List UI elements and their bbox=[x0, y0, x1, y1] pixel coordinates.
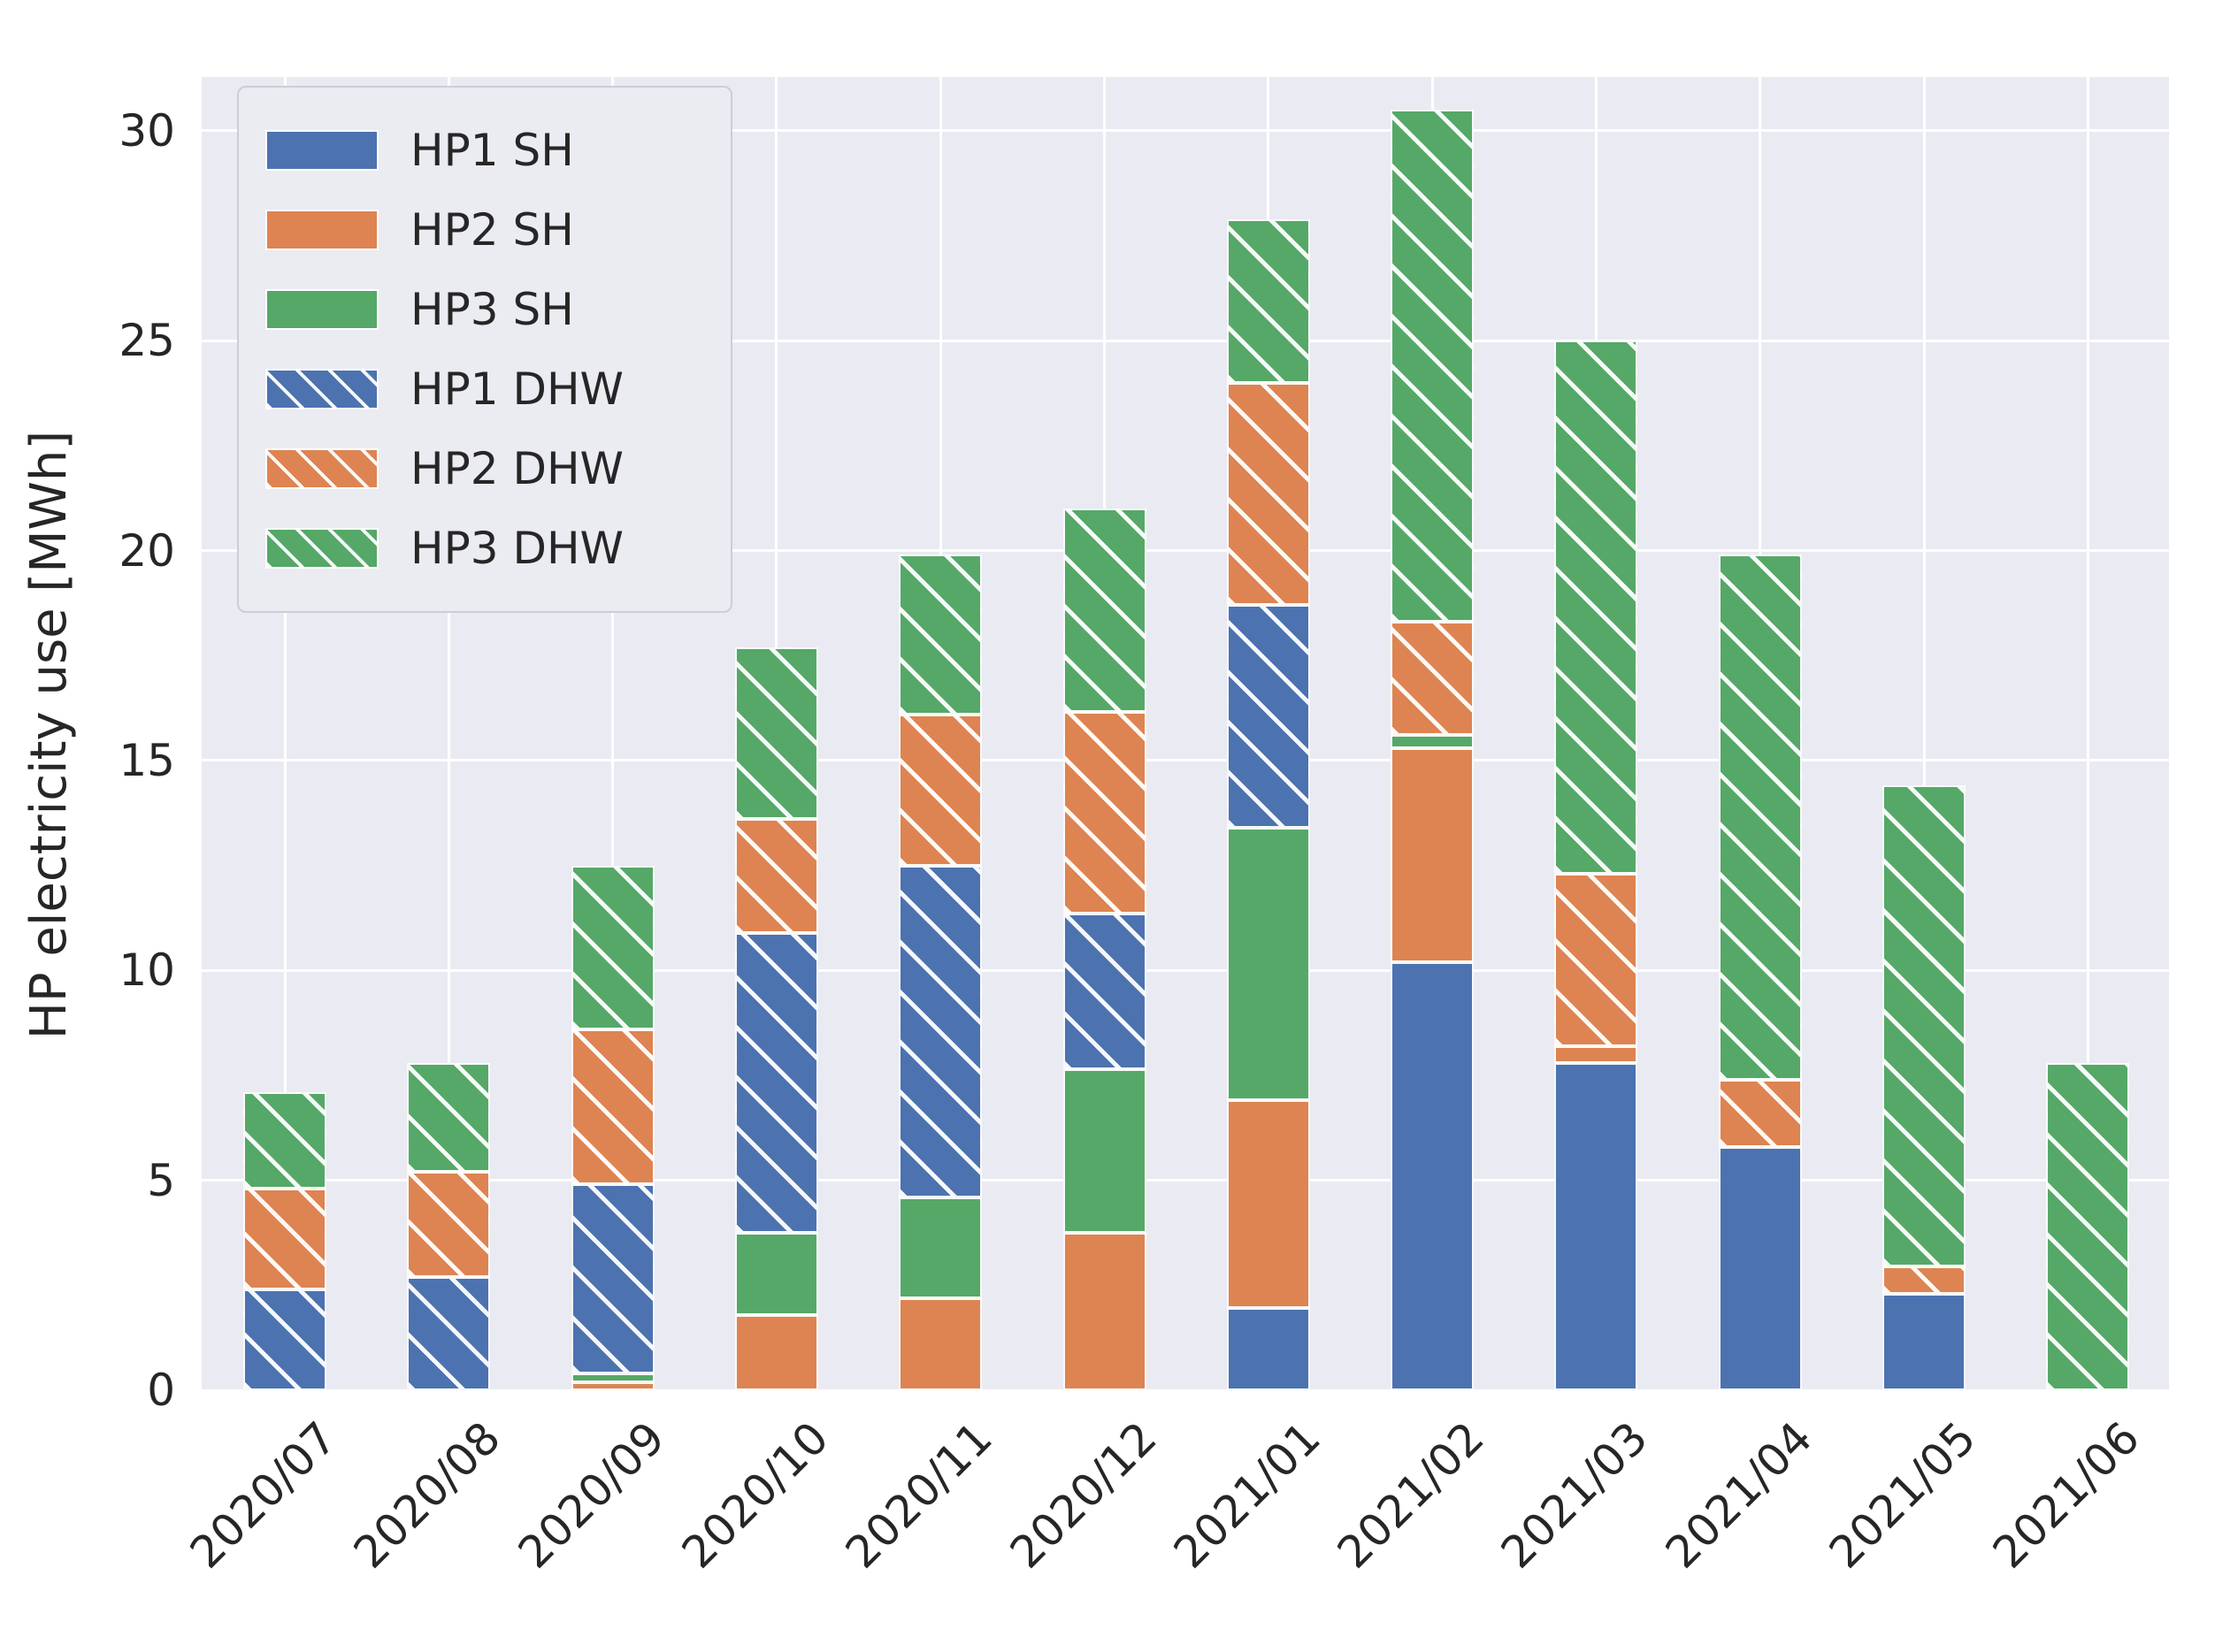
y-tick-label: 15 bbox=[119, 734, 175, 786]
bar-segment-hp3-sh bbox=[1226, 827, 1310, 1101]
bar-segment-hp3-sh bbox=[899, 1197, 983, 1298]
bar-segment-hp3-dhw bbox=[734, 646, 818, 820]
gridline-vertical bbox=[447, 77, 450, 1390]
bar-segment-hp3-dhw bbox=[2046, 1062, 2130, 1390]
bar-segment-hp2-sh bbox=[1062, 1233, 1146, 1390]
legend-item: HP1 SH bbox=[265, 111, 704, 190]
bar-segment-hp1-dhw bbox=[1226, 605, 1310, 828]
legend-item: HP1 DHW bbox=[265, 349, 704, 429]
legend-swatch-hp1-sh bbox=[265, 130, 379, 171]
bar-segment-hp3-dhw bbox=[1554, 340, 1638, 875]
y-tick-label: 30 bbox=[119, 104, 175, 157]
bar-segment-hp3-dhw bbox=[1718, 554, 1802, 1080]
bar-segment-hp3-dhw bbox=[571, 865, 655, 1029]
bar-segment-hp3-dhw bbox=[1882, 785, 1966, 1266]
bar-segment-hp3-dhw bbox=[1226, 218, 1310, 383]
bar-segment-hp2-sh bbox=[734, 1314, 818, 1390]
bar-segment-hp1-dhw bbox=[243, 1289, 326, 1390]
gridline-vertical bbox=[1922, 77, 1926, 1390]
bar-segment-hp1-dhw bbox=[899, 865, 983, 1197]
bar-segment-hp1-dhw bbox=[734, 932, 818, 1233]
gridline-horizontal bbox=[202, 339, 2169, 342]
bar-segment-hp2-dhw bbox=[243, 1189, 326, 1290]
plot-area bbox=[202, 77, 2169, 1392]
legend-item: HP3 SH bbox=[265, 270, 704, 349]
y-tick-label: 5 bbox=[147, 1154, 175, 1206]
gridline-vertical bbox=[611, 77, 615, 1390]
bar-segment-hp1-sh bbox=[1554, 1062, 1638, 1390]
legend-label: HP1 DHW bbox=[410, 363, 624, 415]
bar-segment-hp3-sh bbox=[571, 1373, 655, 1382]
gridline-horizontal bbox=[202, 1388, 2169, 1392]
bar-segment-hp2-sh bbox=[1226, 1100, 1310, 1309]
bar-segment-hp2-dhw bbox=[734, 819, 818, 933]
bar-segment-hp1-sh bbox=[1882, 1293, 1966, 1390]
bar-segment-hp3-dhw bbox=[1062, 509, 1146, 713]
y-tick-label: 0 bbox=[147, 1365, 175, 1416]
bar-segment-hp2-dhw bbox=[1554, 874, 1638, 1046]
gridline-horizontal bbox=[202, 549, 2169, 553]
gridline-horizontal bbox=[202, 968, 2169, 972]
bar-segment-hp2-sh bbox=[571, 1381, 655, 1390]
legend-item: HP2 SH bbox=[265, 190, 704, 270]
gridline-horizontal bbox=[202, 1179, 2169, 1182]
bar-segment-hp3-dhw bbox=[407, 1062, 491, 1173]
bar-segment-hp2-dhw bbox=[899, 714, 983, 866]
bar-segment-hp3-dhw bbox=[899, 554, 983, 715]
y-tick-label: 20 bbox=[119, 524, 175, 577]
bar-segment-hp3-dhw bbox=[243, 1091, 326, 1189]
bar-segment-hp2-dhw bbox=[1391, 622, 1475, 736]
bar-segment-hp2-sh bbox=[1554, 1045, 1638, 1063]
bar-segment-hp1-sh bbox=[1226, 1308, 1310, 1390]
bar-segment-hp2-dhw bbox=[571, 1029, 655, 1185]
bar-segment-hp2-sh bbox=[1391, 747, 1475, 962]
bar-segment-hp3-sh bbox=[1391, 735, 1475, 748]
legend-label: HP3 DHW bbox=[410, 523, 624, 574]
gridline-vertical bbox=[2086, 77, 2089, 1390]
legend: HP1 SH HP2 SH HP3 SH HP1 DHW HP2 DHW HP3 DHW bbox=[237, 86, 732, 613]
bar-segment-hp2-dhw bbox=[407, 1172, 491, 1277]
legend-label: HP3 SH bbox=[410, 284, 574, 335]
gridline-horizontal bbox=[202, 129, 2169, 133]
bar-segment-hp1-dhw bbox=[571, 1184, 655, 1374]
bar-segment-hp1-dhw bbox=[407, 1276, 491, 1390]
legend-swatch-hp2-sh bbox=[265, 210, 379, 250]
bar-segment-hp2-dhw bbox=[1062, 712, 1146, 914]
legend-item: HP2 DHW bbox=[265, 429, 704, 509]
gridline-horizontal bbox=[202, 759, 2169, 762]
legend-swatch-hp1-dhw bbox=[265, 369, 379, 409]
legend-swatch-hp2-dhw bbox=[265, 448, 379, 489]
legend-item: HP3 DHW bbox=[265, 509, 704, 588]
bar-segment-hp1-sh bbox=[1391, 961, 1475, 1390]
bar-segment-hp1-sh bbox=[1718, 1146, 1802, 1390]
bar-segment-hp2-dhw bbox=[1882, 1266, 1966, 1294]
legend-swatch-hp3-dhw bbox=[265, 528, 379, 569]
bar-segment-hp2-dhw bbox=[1226, 382, 1310, 606]
legend-label: HP2 SH bbox=[410, 204, 574, 256]
legend-swatch-hp3-sh bbox=[265, 289, 379, 330]
legend-label: HP1 SH bbox=[410, 125, 574, 176]
bar-segment-hp2-dhw bbox=[1718, 1079, 1802, 1147]
bar-segment-hp1-dhw bbox=[1062, 914, 1146, 1069]
bar-segment-hp3-sh bbox=[1062, 1068, 1146, 1233]
y-tick-label: 25 bbox=[119, 315, 175, 367]
bar-segment-hp2-sh bbox=[899, 1297, 983, 1390]
bar-segment-hp3-dhw bbox=[1391, 110, 1475, 623]
y-tick-label: 10 bbox=[119, 945, 175, 997]
gridline-vertical bbox=[283, 77, 287, 1390]
legend-label: HP2 DHW bbox=[410, 443, 624, 494]
bar-segment-hp3-sh bbox=[734, 1233, 818, 1315]
